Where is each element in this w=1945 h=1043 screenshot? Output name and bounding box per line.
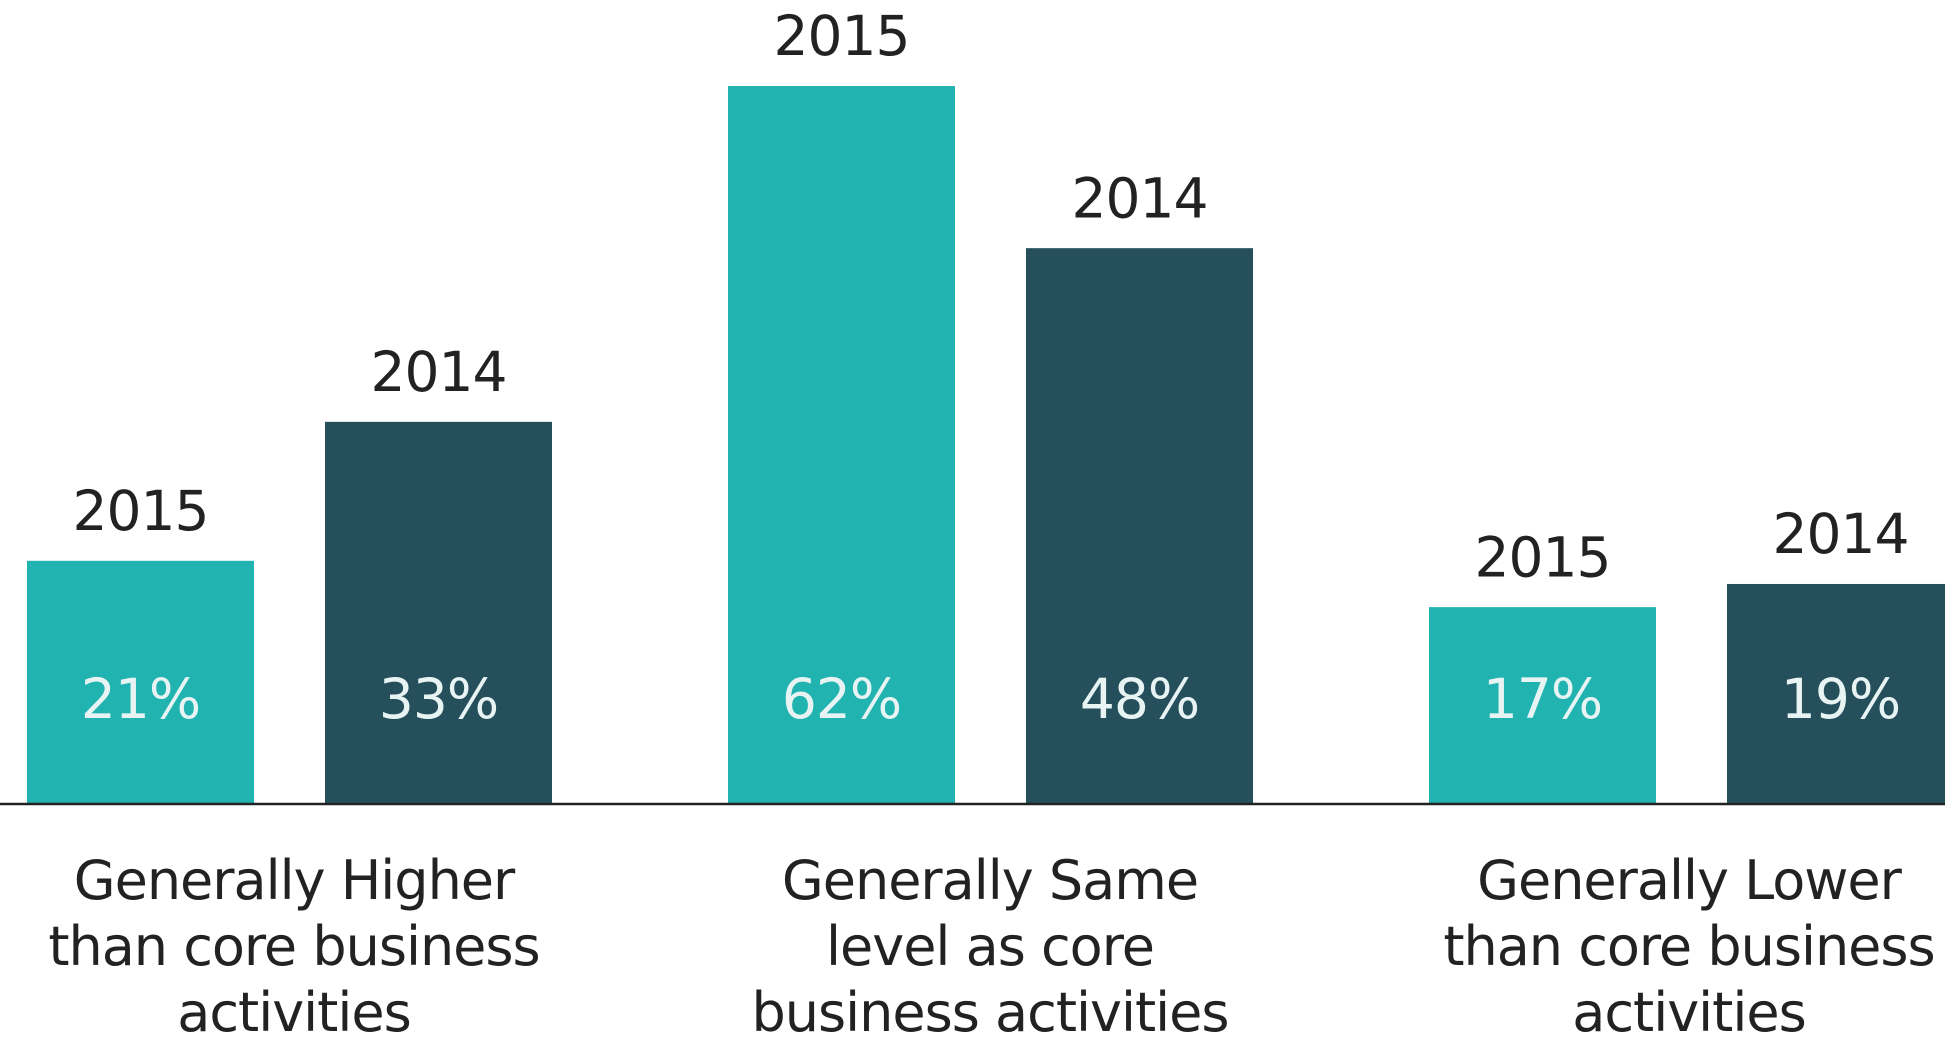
category-label: Generally Lower than core business activ… xyxy=(1443,849,1935,1043)
series-label: 2015 xyxy=(73,479,209,543)
bar xyxy=(27,560,254,804)
series-label: 2015 xyxy=(774,4,910,68)
bar xyxy=(728,86,955,805)
value-label: 17% xyxy=(1483,667,1602,731)
value-label: 48% xyxy=(1080,667,1199,731)
series-label: 2015 xyxy=(1475,525,1611,589)
value-label: 19% xyxy=(1781,667,1900,731)
category-label: Generally Higher than core business acti… xyxy=(48,849,540,1043)
bar xyxy=(1727,583,1945,804)
series-label: 2014 xyxy=(1072,166,1208,230)
category-label: Generally Same level as core business ac… xyxy=(751,849,1230,1043)
value-label: 21% xyxy=(81,667,200,731)
value-label: 62% xyxy=(782,667,901,731)
bar xyxy=(325,421,552,804)
series-label: 2014 xyxy=(1773,502,1909,566)
value-label: 33% xyxy=(379,667,498,731)
bar xyxy=(1429,607,1656,804)
series-label: 2014 xyxy=(371,340,507,404)
bar xyxy=(1026,248,1253,804)
